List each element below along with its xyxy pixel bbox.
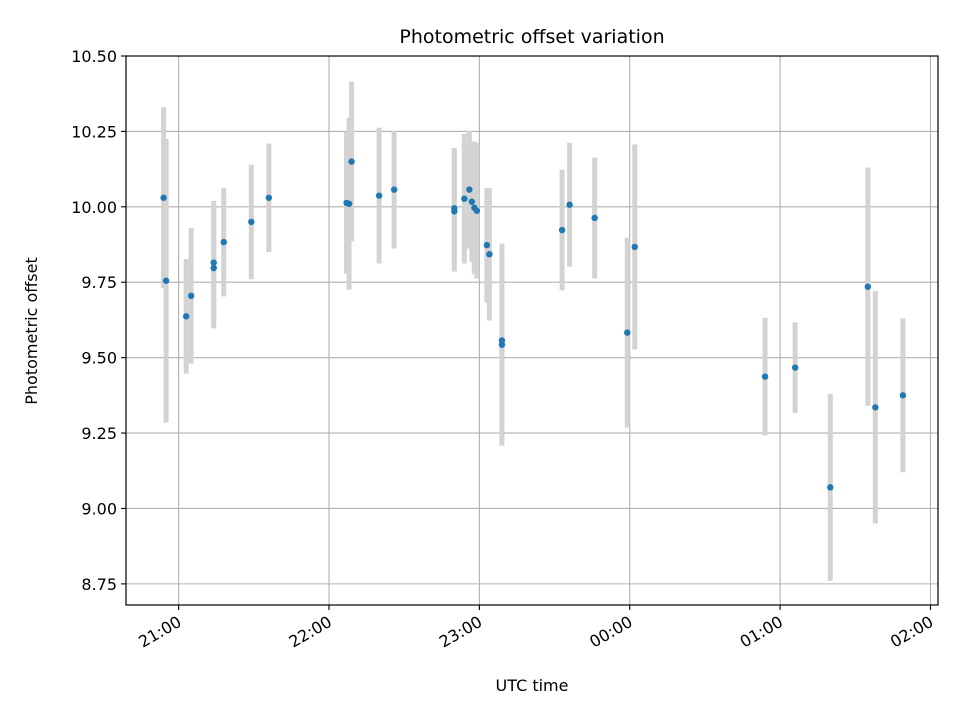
data-point (791, 364, 799, 371)
data-point (761, 373, 769, 380)
data-point (210, 264, 217, 272)
data-point (483, 241, 491, 249)
y-tick-label: 10.00 (71, 198, 117, 217)
data-point (498, 341, 506, 348)
data-point (591, 214, 598, 222)
y-tick-label: 10.50 (71, 47, 117, 66)
data-point (466, 186, 473, 193)
data-point (375, 192, 383, 199)
data-point (461, 195, 468, 202)
data-point (265, 194, 273, 201)
data-point (624, 329, 631, 336)
y-tick-label: 9.50 (81, 349, 117, 368)
data-point (864, 283, 872, 290)
y-tick-label: 10.25 (71, 122, 117, 141)
data-points (160, 158, 907, 491)
data-point (390, 186, 398, 193)
data-point (872, 404, 879, 411)
data-point (210, 259, 217, 266)
data-point (348, 158, 355, 165)
data-point (162, 277, 170, 284)
data-point (631, 243, 638, 251)
data-point (345, 200, 353, 208)
x-axis-title: UTC time (496, 676, 569, 695)
data-point (558, 226, 566, 234)
y-tick-label: 9.75 (81, 273, 117, 292)
y-axis: 8.75 9.00 9.25 9.50 9.75 10.00 10.25 10.50 (71, 47, 126, 594)
data-point (827, 484, 834, 491)
data-point (160, 194, 167, 201)
y-tick-label: 8.75 (81, 575, 117, 594)
chart-title: Photometric offset variation (399, 26, 664, 48)
data-point (468, 198, 476, 205)
data-point (899, 392, 907, 399)
data-point (248, 218, 255, 226)
data-point (486, 250, 493, 258)
data-point (220, 238, 227, 246)
data-point (451, 208, 458, 215)
plot-frame (125, 55, 939, 606)
data-point (473, 207, 481, 214)
y-axis-title: Photometric offset (22, 257, 41, 405)
y-tick-label: 9.00 (81, 499, 117, 518)
data-point (187, 292, 195, 300)
data-point (182, 313, 190, 320)
y-tick-label: 9.25 (81, 424, 117, 443)
data-point (566, 201, 573, 208)
